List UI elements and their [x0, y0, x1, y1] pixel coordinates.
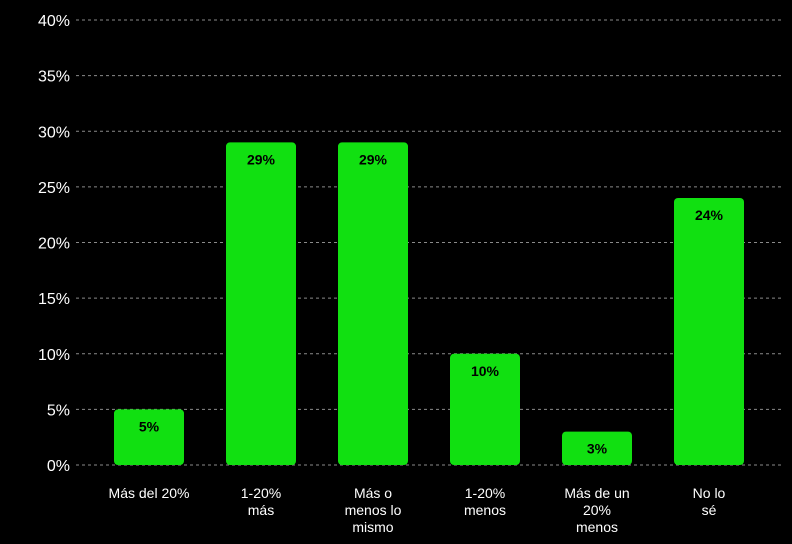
category-label: 1-20% menos — [464, 485, 506, 518]
y-tick-label: 40% — [38, 13, 70, 30]
bar-value-label: 5% — [139, 418, 160, 434]
category-label-line: Más de un — [564, 485, 629, 501]
y-tick-label: 35% — [38, 69, 70, 86]
bar — [338, 142, 408, 465]
y-tick-label: 25% — [38, 180, 70, 197]
bar — [226, 142, 296, 465]
category-label-line: Más del 20% — [109, 485, 190, 501]
category-label-line: No lo — [693, 485, 726, 501]
category-label-line: sé — [702, 502, 717, 518]
category-label-line: 1-20% — [465, 485, 505, 501]
category-label-line: 1-20% — [241, 485, 281, 501]
y-axis-tick-labels: 0% 5% 10% 15% 20% 25% 30% 35% 40% — [38, 13, 70, 475]
value-labels: 5% 29% 29% 10% 3% 24% — [139, 151, 724, 456]
y-tick-label: 30% — [38, 124, 70, 141]
bars — [114, 142, 744, 465]
bar — [562, 431, 632, 465]
category-label-line: menos — [576, 519, 618, 535]
bar-value-label: 29% — [247, 151, 276, 167]
category-label-line: mismo — [352, 519, 393, 535]
bar — [674, 198, 744, 465]
y-tick-label: 15% — [38, 291, 70, 308]
category-label-line: Más o — [354, 485, 392, 501]
category-label-line: más — [248, 502, 274, 518]
y-tick-label: 10% — [38, 347, 70, 364]
category-label-line: menos lo — [345, 502, 402, 518]
bar — [114, 409, 184, 465]
y-tick-label: 0% — [47, 458, 70, 475]
gridlines — [76, 19, 784, 466]
bar-value-label: 10% — [471, 363, 500, 379]
category-label: Más de un 20% menos — [564, 485, 629, 535]
category-label: No lo sé — [693, 485, 726, 518]
bar — [450, 353, 520, 465]
y-tick-label: 20% — [38, 236, 70, 253]
category-label-line: 20% — [583, 502, 611, 518]
category-label: Más o menos lo mismo — [345, 485, 402, 535]
bar-value-label: 29% — [359, 151, 388, 167]
y-tick-label: 5% — [47, 402, 70, 419]
category-label: Más del 20% — [109, 485, 190, 501]
category-label-line: menos — [464, 502, 506, 518]
bar-value-label: 3% — [587, 441, 608, 457]
category-label: 1-20% más — [241, 485, 281, 518]
bar-value-label: 24% — [695, 207, 724, 223]
